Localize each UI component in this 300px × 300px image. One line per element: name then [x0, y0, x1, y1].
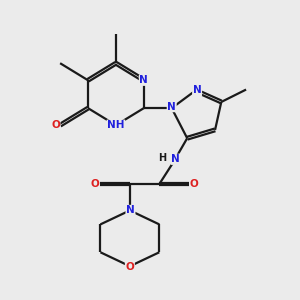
Text: N: N — [171, 154, 180, 164]
Text: N: N — [193, 85, 202, 95]
Text: NH: NH — [107, 120, 125, 130]
Text: O: O — [91, 179, 99, 189]
Text: O: O — [190, 179, 199, 189]
Text: N: N — [167, 102, 176, 112]
Text: O: O — [125, 262, 134, 272]
Text: N: N — [126, 206, 135, 215]
Text: O: O — [51, 120, 60, 130]
Text: H: H — [158, 153, 166, 163]
Text: N: N — [140, 75, 148, 85]
